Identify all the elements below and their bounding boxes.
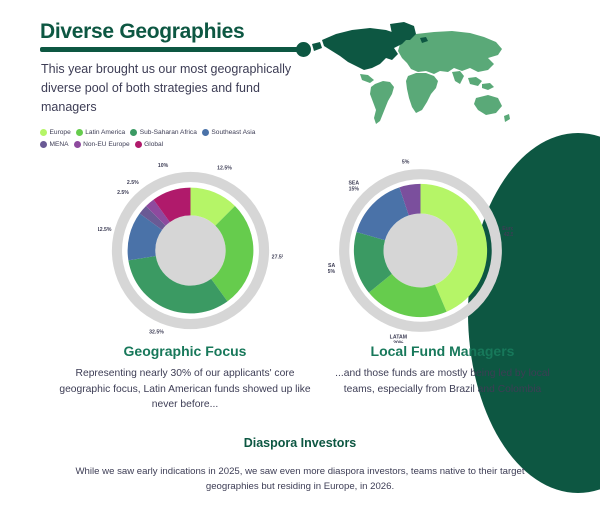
legend-item-europe: Europe — [40, 127, 71, 138]
legend-label: Latin America — [85, 129, 126, 136]
legend-label: Sub-Saharan Africa — [139, 129, 197, 136]
donut-center-hole — [155, 215, 226, 286]
donut-slice-europe[interactable] — [190, 187, 235, 226]
legend-item-mena: MENA — [40, 139, 69, 150]
donut-slice-label: 2.5% — [117, 190, 129, 196]
section-diaspora-investors: Diaspora Investors While we saw early in… — [60, 436, 540, 494]
donut-slice-sea[interactable] — [356, 187, 409, 241]
legend-label: Non-EU Europe — [83, 141, 130, 148]
donut-slice-label: North America5% — [388, 158, 424, 166]
donut-slice-label: 32.5% — [149, 330, 164, 336]
donut-slice-north-america[interactable] — [399, 183, 421, 216]
section-body: Representing nearly 30% of our applicant… — [59, 368, 311, 410]
donut-slice-global[interactable] — [153, 187, 191, 223]
legend-swatch-icon — [75, 129, 83, 136]
donut-center-hole — [383, 213, 458, 288]
legend-item-sub-saharan-africa: Sub-Saharan Africa — [130, 127, 197, 138]
donut-slice-sub-saharan-africa[interactable] — [128, 255, 228, 314]
legend-swatch-icon — [130, 129, 138, 136]
legend-item-global: Global — [134, 139, 164, 150]
legend-swatch-icon — [201, 129, 209, 136]
donut-slice-label: Europe42.5% — [502, 227, 513, 239]
section-heading: Geographic Focus — [123, 343, 247, 359]
legend-label: Europe — [49, 129, 71, 136]
chart-legend: Europe Latin America Sub-Saharan Africa Sou… — [40, 126, 295, 150]
world-map-icon — [312, 22, 510, 124]
legend-swatch-icon — [40, 129, 47, 136]
donut-slice-europe[interactable] — [420, 183, 488, 312]
donut-slice-label: 12.5% — [98, 227, 112, 233]
title-underline-dot-icon — [296, 42, 311, 57]
legend-swatch-icon — [73, 141, 81, 148]
donut-slice-label: SSA15% — [328, 264, 335, 276]
title-underline-bar — [40, 47, 305, 52]
legend-swatch-icon — [134, 141, 142, 148]
donut-slice-latam[interactable] — [368, 273, 447, 318]
section-geographic-focus: Geographic Focus Representing nearly 30%… — [55, 343, 315, 413]
page-title: Diverse Geographies — [40, 20, 245, 43]
donut-slice-label: 2.5% — [127, 180, 139, 186]
section-body: ...and those funds are mostly being led … — [335, 368, 550, 395]
donut-slice-non-eu-europe[interactable] — [146, 199, 170, 226]
donut-slice-label: SEA 15% — [348, 181, 359, 193]
legend-swatch-icon — [40, 141, 47, 148]
legend-label: Southeast Asia — [211, 129, 256, 136]
donut-slice-southeast-asia[interactable] — [127, 213, 163, 261]
subtitle-text: This year brought us our most geographic… — [41, 62, 292, 114]
legend-item-latin-america: Latin America — [75, 127, 126, 138]
geographic-focus-donut-chart: 12.5% 27.5% 32.5% 12.5% 2.5% 2.5% 10% — [98, 163, 283, 336]
section-body: While we saw early indications in 2025, … — [75, 466, 525, 492]
donut-slice-latin-america[interactable] — [211, 206, 254, 302]
section-heading: Local Fund Managers — [370, 343, 515, 359]
legend-item-non-eu-europe: Non-EU Europe — [73, 139, 130, 150]
donut-slice-label: 10% — [158, 163, 169, 169]
donut-slice-label: 27.5% — [272, 255, 283, 261]
section-heading: Diaspora Investors — [243, 436, 357, 450]
section-local-fund-managers: Local Fund Managers ...and those funds a… — [320, 343, 565, 397]
donut-slice-label: LATAM20% — [390, 335, 407, 343]
legend-label: Global — [144, 141, 164, 148]
donut-slice-mena[interactable] — [139, 206, 166, 230]
legend-item-southeast-asia: Southeast Asia — [201, 127, 256, 138]
donut-slice-label: 12.5% — [217, 166, 232, 172]
legend-label: MENA — [49, 141, 69, 148]
donut-slice-ssa[interactable] — [353, 231, 392, 293]
